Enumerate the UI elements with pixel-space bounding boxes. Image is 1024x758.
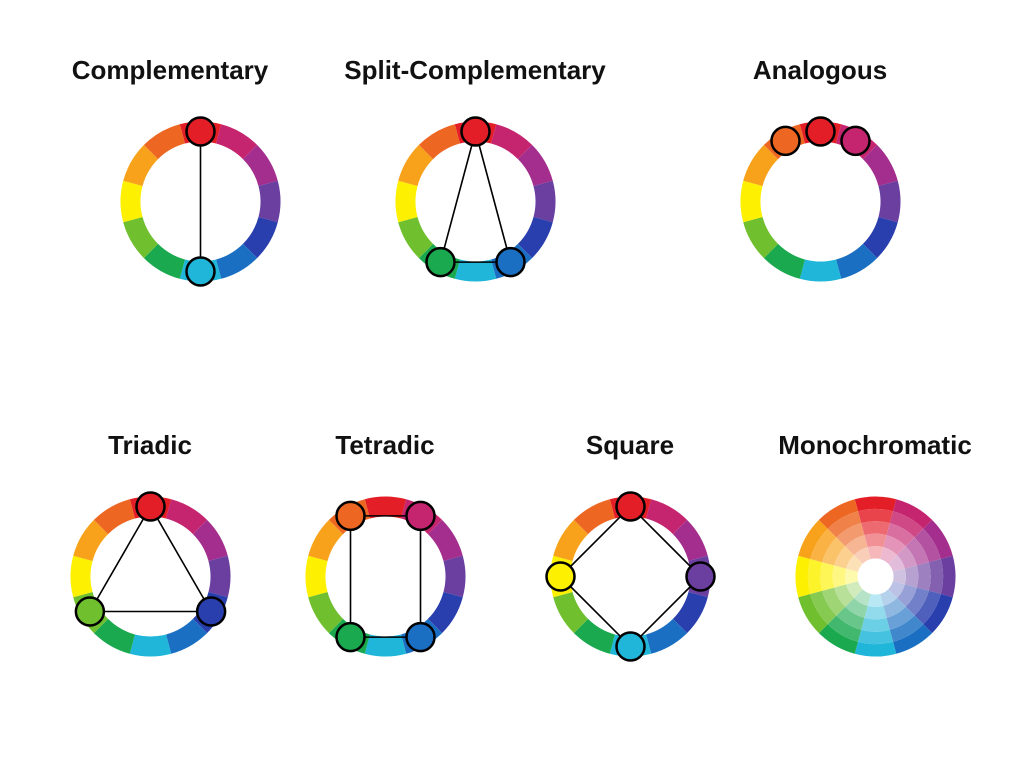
color-marker — [841, 127, 869, 155]
color-marker — [616, 493, 644, 521]
color-wheel — [532, 478, 729, 675]
color-marker — [336, 623, 364, 651]
color-wheel — [287, 478, 484, 675]
color-wheel — [777, 478, 974, 675]
color-marker — [75, 598, 103, 626]
color-marker — [771, 127, 799, 155]
scheme-tetradic — [287, 478, 484, 675]
color-marker — [197, 598, 225, 626]
color-marker — [806, 118, 834, 146]
scheme-triadic — [52, 478, 249, 675]
scheme-square — [532, 478, 729, 675]
color-marker — [686, 563, 714, 591]
color-wheel — [52, 478, 249, 675]
color-wheel — [722, 103, 919, 300]
scheme-title: Analogous — [753, 55, 887, 86]
scheme-monochromatic — [777, 478, 974, 675]
color-wheel — [377, 103, 574, 300]
color-marker — [496, 248, 524, 276]
color-marker — [616, 633, 644, 661]
scheme-title: Split-Complementary — [344, 55, 606, 86]
color-marker — [186, 258, 214, 286]
color-marker — [406, 623, 434, 651]
color-wheel — [102, 103, 299, 300]
color-marker — [136, 493, 164, 521]
scheme-split-complementary — [377, 103, 574, 300]
scheme-analogous — [722, 103, 919, 300]
scheme-title: Tetradic — [335, 430, 434, 461]
scheme-title: Monochromatic — [778, 430, 972, 461]
color-marker — [406, 502, 434, 530]
color-scheme-infographic: Complementary Split-Complementary Analogou… — [0, 0, 1024, 758]
color-marker — [336, 502, 364, 530]
color-marker — [186, 118, 214, 146]
scheme-complementary — [102, 103, 299, 300]
scheme-title: Complementary — [72, 55, 269, 86]
color-marker — [546, 563, 574, 591]
color-marker — [426, 248, 454, 276]
scheme-title: Triadic — [108, 430, 192, 461]
scheme-title: Square — [586, 430, 674, 461]
color-marker — [461, 118, 489, 146]
